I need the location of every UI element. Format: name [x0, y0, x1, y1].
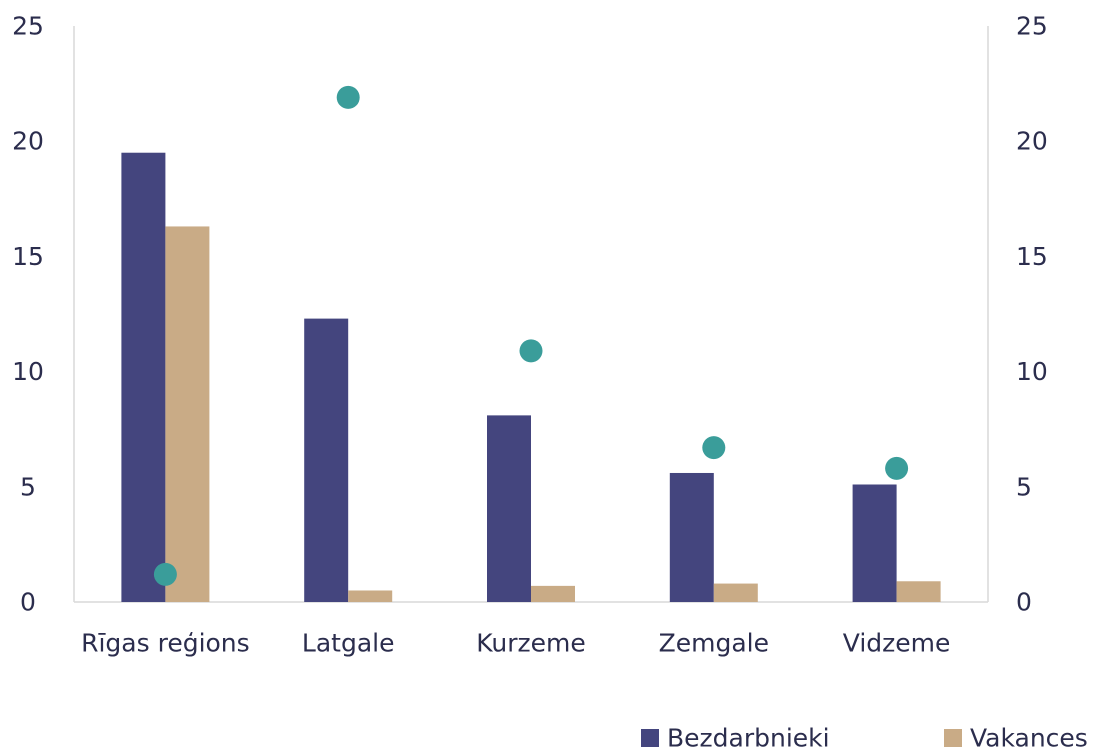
axis-labels: 0 5 10 15 20 25 0 5 10 15 20 25 Rīgas reģions Latgale…: [12, 12, 1048, 658]
y-left-tick-label: 25: [12, 12, 44, 41]
x-category-label: Latgale: [302, 629, 395, 658]
y-right-tick-label: 10: [1016, 357, 1048, 386]
bar-vakances: [348, 590, 393, 602]
scatter-point: [885, 456, 909, 480]
x-category-label: Zemgale: [659, 629, 769, 658]
y-left-tick-label: 5: [20, 472, 36, 501]
scatter-points: [153, 85, 909, 586]
bar-bezdarbnieki: [487, 415, 531, 602]
bar-bezdarbnieki: [121, 152, 166, 602]
bar-bezdarbnieki: [669, 472, 714, 602]
legend-label: Vakances: [970, 724, 1088, 749]
y-left-tick-label: 15: [12, 242, 44, 271]
legend-swatch: [944, 729, 962, 747]
bar-vakances: [896, 581, 941, 602]
scatter-point: [702, 436, 726, 460]
bars: [121, 152, 941, 602]
x-category-label: Kurzeme: [476, 629, 586, 658]
y-right-tick-label: 25: [1016, 12, 1048, 41]
y-left-tick-label: 20: [12, 127, 44, 156]
bar-vakances: [165, 226, 210, 602]
x-category-label: Vidzeme: [843, 629, 951, 658]
legend: Bezdarbnieki Vakances: [641, 724, 1088, 749]
scatter-point: [519, 339, 543, 363]
scatter-point: [336, 85, 360, 109]
legend-label: Bezdarbnieki: [667, 724, 830, 749]
bar-bezdarbnieki: [852, 484, 897, 602]
bar-vakances: [713, 583, 758, 602]
scatter-point: [153, 562, 177, 586]
y-left-tick-label: 0: [20, 588, 36, 617]
y-left-tick-label: 10: [12, 357, 44, 386]
x-category-label: Rīgas reģions: [81, 629, 250, 658]
bar-bezdarbnieki: [304, 318, 349, 602]
y-right-tick-label: 20: [1016, 127, 1048, 156]
y-right-tick-label: 15: [1016, 242, 1048, 271]
y-right-tick-label: 5: [1016, 472, 1032, 501]
y-right-tick-label: 0: [1016, 588, 1032, 617]
bar-vakances: [531, 585, 575, 602]
legend-swatch: [641, 729, 659, 747]
